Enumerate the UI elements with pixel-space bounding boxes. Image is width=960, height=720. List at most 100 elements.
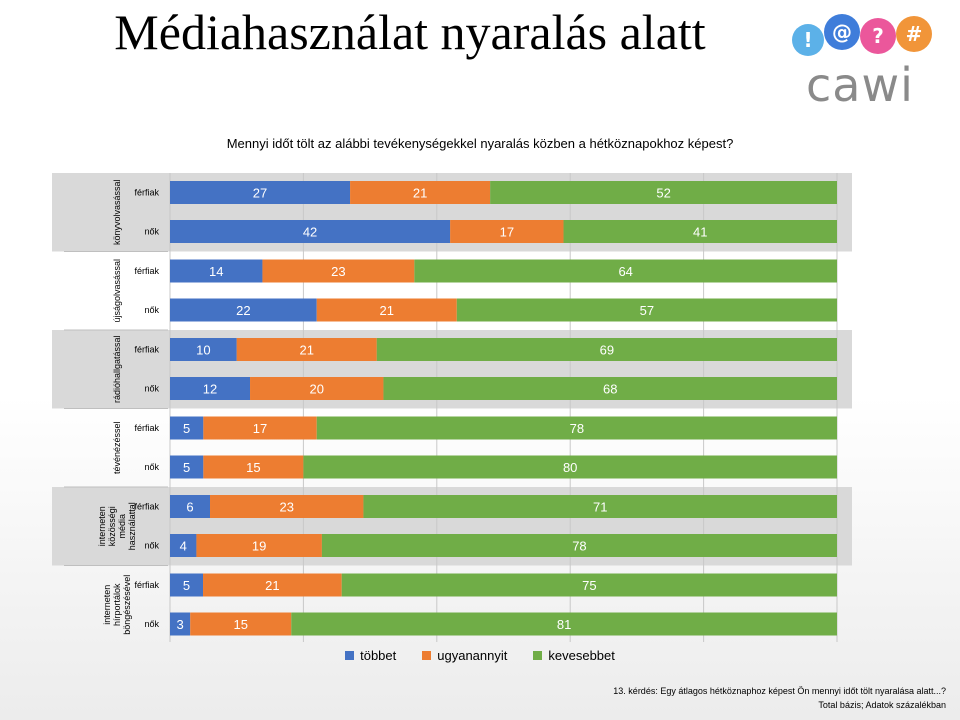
data-label: 41 — [693, 225, 707, 240]
logo-text: cawi — [806, 58, 914, 112]
row-label: nők — [144, 305, 159, 315]
row-label: nők — [144, 227, 159, 237]
row-label: férfiak — [134, 188, 159, 198]
bar-segment — [170, 495, 211, 518]
bar-segment — [170, 181, 351, 204]
row-label: nők — [144, 619, 159, 629]
row-label: férfiak — [134, 423, 159, 433]
data-label: 75 — [582, 578, 596, 593]
data-label: 71 — [593, 500, 607, 515]
data-label: 42 — [303, 225, 317, 240]
logo-bubble — [896, 16, 932, 52]
legend-item-tobbet: többet — [345, 648, 396, 663]
logo-glyph: # — [906, 22, 923, 46]
data-label: 17 — [253, 421, 267, 436]
row-label: nők — [144, 384, 159, 394]
logo-bubble — [824, 14, 860, 50]
legend-swatch — [422, 651, 432, 660]
group-label: újságolvasással — [112, 259, 122, 323]
bar-segment — [316, 298, 457, 322]
bar-segment — [363, 495, 837, 518]
logo-bubble — [860, 18, 896, 54]
data-label: 15 — [246, 460, 260, 475]
data-label: 78 — [570, 421, 584, 436]
bar-segment — [170, 220, 451, 243]
data-label: 78 — [572, 539, 586, 554]
data-label: 69 — [600, 343, 614, 358]
bar-segment — [170, 455, 204, 479]
row-label: férfiak — [134, 266, 159, 276]
chart-title: Mennyi időt tölt az alábbi tevékenységek… — [226, 136, 734, 151]
slide-title: Médiahasználat nyaralás alatt — [114, 4, 706, 60]
bar-segment — [414, 259, 837, 283]
bar-segment — [203, 573, 342, 597]
legend-label: kevesebbet — [548, 648, 615, 663]
footnote-question: 13. kérdés: Egy átlagos hétköznaphoz kép… — [613, 686, 946, 696]
bar-segment — [210, 495, 364, 518]
bar-segment — [490, 181, 837, 204]
footnote: 13. kérdés: Egy átlagos hétköznaphoz kép… — [613, 684, 946, 712]
data-label: 12 — [203, 382, 217, 397]
data-label: 15 — [234, 617, 248, 632]
data-label: 5 — [183, 578, 190, 593]
bar-segment — [450, 220, 564, 243]
data-label: 21 — [413, 186, 427, 201]
data-label: 80 — [563, 460, 577, 475]
bar-segment — [190, 612, 292, 636]
data-label: 21 — [300, 343, 314, 358]
group-label: internetenhírportálokböngészésével — [102, 575, 132, 635]
bar-segment — [170, 298, 317, 322]
bar-segment — [456, 298, 837, 322]
row-label: férfiak — [134, 502, 159, 512]
bar-segment — [250, 377, 384, 400]
data-label: 52 — [656, 186, 670, 201]
data-label: 81 — [557, 617, 571, 632]
bar-segment — [196, 534, 322, 557]
data-label: 3 — [176, 617, 183, 632]
bar-segment — [376, 338, 837, 361]
bar-segment — [236, 338, 377, 361]
legend-swatch — [533, 651, 543, 660]
group-label: könyvolvasással — [112, 179, 122, 245]
data-label: 21 — [380, 303, 394, 318]
data-label: 68 — [603, 382, 617, 397]
bar-segment — [321, 534, 837, 557]
bar-segment — [316, 416, 837, 440]
bar-segment — [203, 416, 317, 440]
data-label: 6 — [186, 500, 193, 515]
data-label: 17 — [500, 225, 514, 240]
data-label: 27 — [253, 186, 267, 201]
speech-bubbles-icon: ! @? # — [792, 14, 932, 56]
legend-label: ugyanannyit — [437, 648, 508, 663]
data-label: 23 — [331, 264, 345, 279]
bar-segment — [203, 455, 304, 479]
data-label: 10 — [196, 343, 210, 358]
group-label: rádióhallgatással — [112, 335, 122, 403]
data-label: 22 — [236, 303, 250, 318]
bar-segment — [563, 220, 837, 243]
bar-segment — [303, 455, 837, 479]
chart-legend: többet ugyanannyit kevesebbet — [0, 648, 960, 663]
row-label: férfiak — [134, 345, 159, 355]
bar-segment — [170, 612, 191, 636]
bar-segment — [350, 181, 491, 204]
bar-segment — [170, 259, 263, 283]
bar-segment — [383, 377, 837, 400]
logo-glyph: ! — [803, 28, 812, 52]
bar-segment — [170, 416, 204, 440]
row-label: nők — [144, 462, 159, 472]
data-label: 64 — [618, 264, 632, 279]
data-label: 57 — [640, 303, 654, 318]
group-label: tévénézéssel — [112, 421, 122, 474]
bar-segment — [170, 338, 237, 361]
data-label: 21 — [265, 578, 279, 593]
data-label: 14 — [209, 264, 223, 279]
data-label: 20 — [310, 382, 324, 397]
bar-segment — [262, 259, 415, 283]
data-label: 4 — [180, 539, 187, 554]
data-label: 23 — [279, 500, 293, 515]
logo-bubble — [792, 24, 824, 56]
legend-item-ugyanannyit: ugyanannyit — [422, 648, 507, 663]
group-label: internetenközösségimédiahasználattal — [97, 502, 137, 550]
legend-swatch — [345, 651, 355, 660]
